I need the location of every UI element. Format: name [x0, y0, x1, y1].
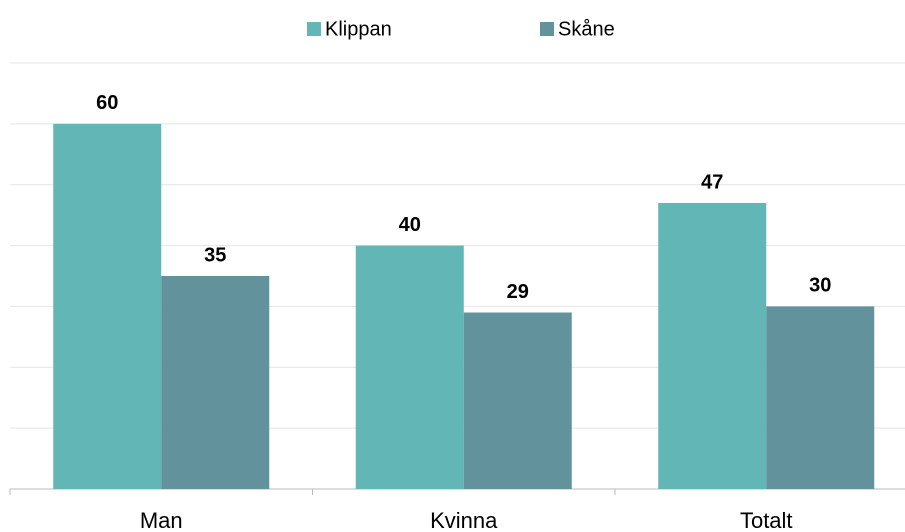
x-tick-label: Man — [140, 508, 183, 532]
bar — [53, 123, 162, 489]
legend-label: Klippan — [325, 18, 392, 40]
legend-swatch — [307, 22, 321, 36]
legend-label: Skåne — [558, 18, 615, 40]
bar — [658, 202, 767, 489]
x-tick-label: Totalt — [740, 508, 793, 532]
data-label: 35 — [204, 244, 226, 266]
data-label: 60 — [96, 92, 118, 114]
legend-swatch — [540, 22, 554, 36]
bar — [161, 276, 270, 489]
data-label: 47 — [701, 171, 723, 193]
bar — [766, 306, 875, 489]
data-label: 30 — [809, 275, 831, 297]
data-label: 40 — [399, 214, 421, 236]
bar — [463, 312, 572, 489]
bar — [355, 245, 464, 489]
data-label: 29 — [507, 281, 529, 303]
x-tick-label: Kvinna — [430, 508, 498, 532]
